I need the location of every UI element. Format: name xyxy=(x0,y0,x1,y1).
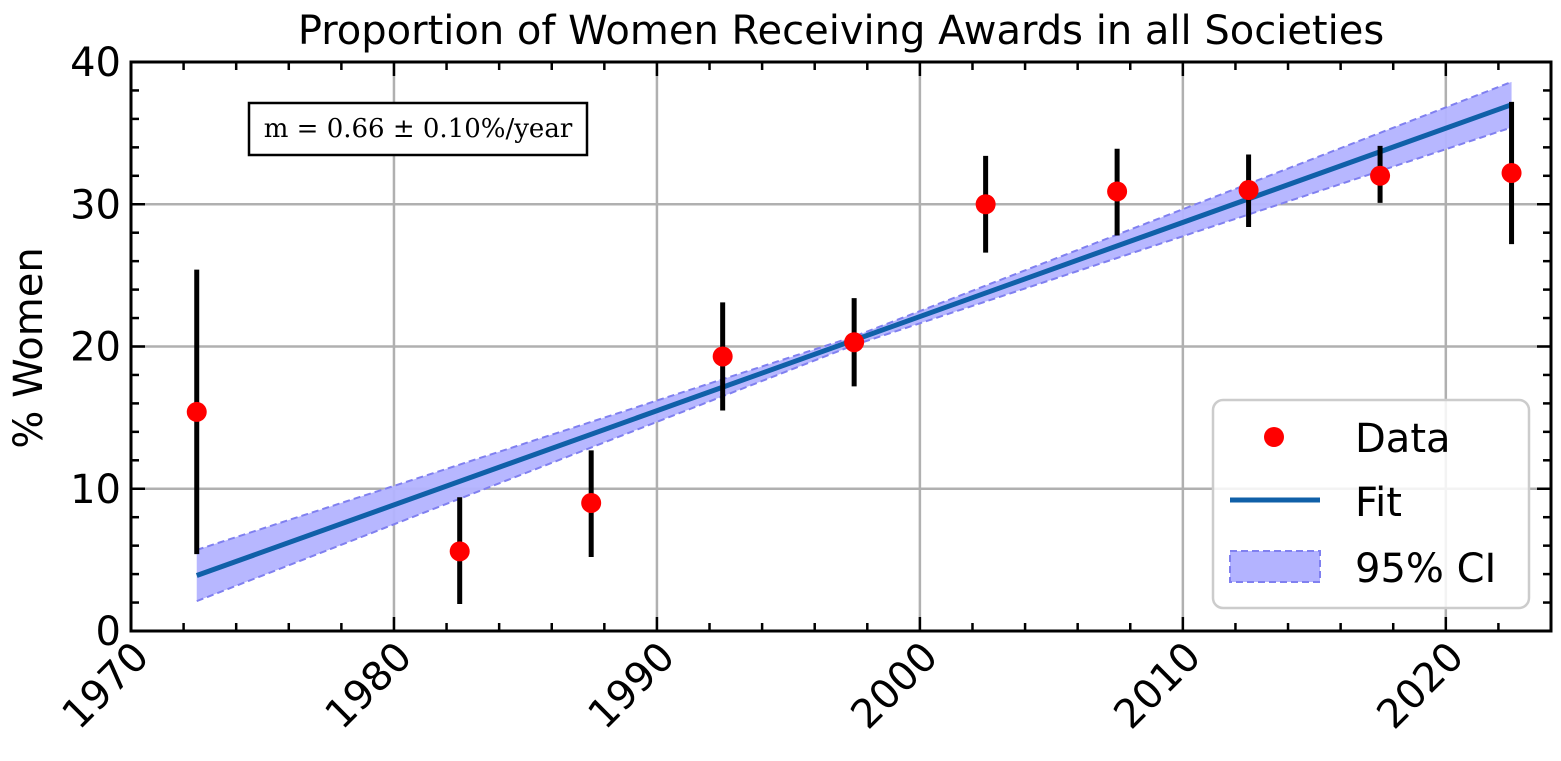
legend-marker-ci xyxy=(1229,550,1321,583)
data-points xyxy=(186,162,1522,562)
y-tick-label: 40 xyxy=(70,40,121,86)
data-point xyxy=(975,194,996,215)
y-tick-label: 20 xyxy=(70,325,121,371)
data-point xyxy=(1501,162,1522,183)
data-point xyxy=(581,492,602,513)
axis-ticks xyxy=(129,60,1553,633)
ci-band-upper-edge xyxy=(196,80,1512,551)
chart-title: Proportion of Women Receiving Awards in … xyxy=(298,8,1384,54)
legend-label-ci: 95% CI xyxy=(1355,546,1496,592)
annotation-text: m = 0.66 ± 0.10%/year xyxy=(264,114,573,144)
data-point xyxy=(844,332,865,353)
data-point xyxy=(1107,181,1128,202)
x-tick-label: 1990 xyxy=(579,634,684,739)
legend: Data Fit 95% CI xyxy=(1211,398,1531,610)
legend-marker-data xyxy=(1264,427,1284,447)
data-point xyxy=(186,401,207,422)
legend-label-data: Data xyxy=(1355,416,1451,462)
x-tick-label: 2000 xyxy=(842,634,947,739)
x-tick-label: 2020 xyxy=(1368,634,1473,739)
annotation-box xyxy=(247,101,589,157)
x-tick-label: 2010 xyxy=(1105,634,1210,739)
slope-annotation: m = 0.66 ± 0.10%/year xyxy=(247,101,589,157)
y-tick-label: 30 xyxy=(70,182,121,228)
y-tick-labels: 0 10 20 30 40 xyxy=(70,40,121,655)
data-point xyxy=(449,541,470,562)
data-point xyxy=(1238,180,1259,201)
x-tick-label: 1980 xyxy=(317,634,422,739)
data-point xyxy=(1370,165,1391,186)
y-tick-label: 0 xyxy=(96,609,121,655)
y-axis-label: % Women xyxy=(6,247,52,448)
x-tick-labels: 1970 1980 1990 2000 2010 2020 xyxy=(54,634,1473,739)
legend-label-fit: Fit xyxy=(1355,480,1402,526)
y-tick-label: 10 xyxy=(70,467,121,513)
data-point xyxy=(712,346,733,367)
